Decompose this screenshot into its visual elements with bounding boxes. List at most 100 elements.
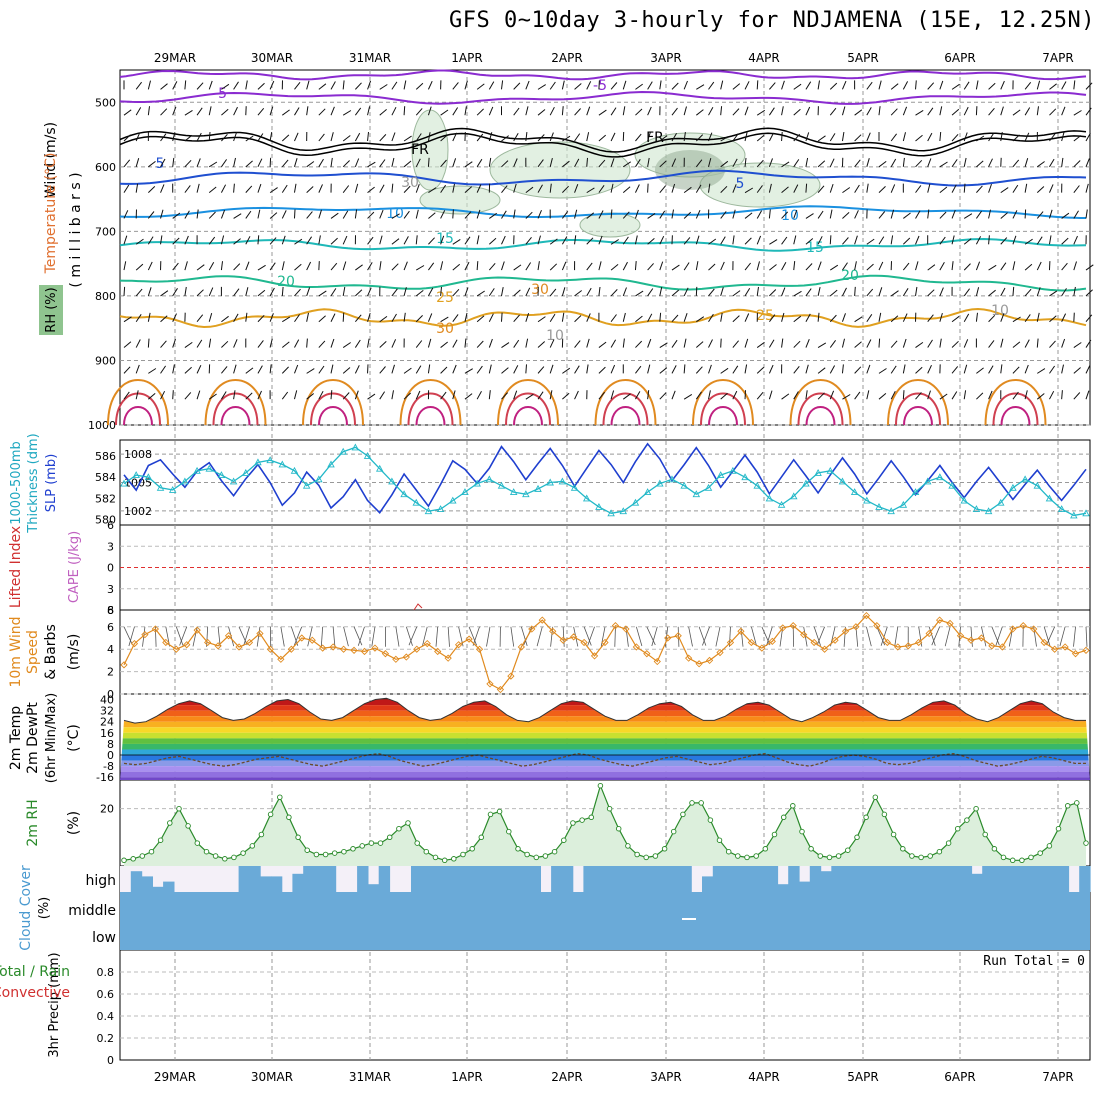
rh2m-marker (533, 854, 540, 861)
wind-barb (282, 109, 290, 116)
wind-barb (671, 158, 677, 168)
wind-barb (751, 626, 757, 647)
isotherm-loop (318, 406, 348, 426)
wind-barb (354, 209, 358, 219)
wind-barb (427, 287, 434, 297)
contour-label: 10 (991, 303, 1009, 319)
wind-barb (583, 626, 592, 646)
wind-barb (927, 183, 931, 193)
wind-barb (1085, 314, 1093, 323)
wind-barb (1061, 106, 1066, 116)
rh2m-marker (854, 834, 860, 841)
wind-barb (281, 184, 288, 193)
cloud-cover-label: Cloud Cover (18, 865, 34, 951)
wind-barb (294, 339, 300, 348)
wind-barb (695, 366, 703, 374)
wind-barb (468, 626, 477, 646)
wind-barb (196, 390, 201, 400)
wind10-marker (841, 627, 850, 635)
rh2m-marker (725, 848, 732, 855)
rh-ytick: 20 (100, 803, 114, 816)
rh2m-marker (267, 811, 274, 818)
wind-barb (842, 237, 849, 245)
wind-barb (440, 159, 447, 168)
wind-barb (330, 262, 338, 271)
wind-barb (501, 287, 504, 297)
thickness-marker (509, 488, 518, 496)
wind10-marker (183, 641, 191, 649)
wind-barb (147, 211, 155, 219)
wind-barb (172, 313, 177, 322)
wind-barb (781, 131, 783, 142)
wind-barb (123, 184, 130, 193)
wind-barb (342, 110, 352, 116)
upper-ytick: 900 (95, 354, 116, 367)
wind-barb (768, 390, 773, 400)
thickness-marker (704, 483, 713, 491)
wind-barb (744, 212, 753, 219)
temp-band (120, 755, 1090, 761)
wind-barb (464, 186, 473, 194)
wind-barb (841, 364, 844, 374)
cloud-high-cell (777, 884, 789, 892)
isotherm-loop (805, 406, 836, 426)
wind-barb (756, 366, 765, 374)
rh2m-marker (661, 846, 668, 852)
wind-barb (343, 626, 349, 647)
wind10-marker (883, 638, 891, 647)
wind-barb (257, 390, 262, 400)
cloud-high-cell (249, 866, 261, 892)
wind-barb (803, 626, 808, 647)
wind-barb (931, 626, 940, 646)
rh2m-marker (487, 811, 494, 818)
wind-barb (970, 626, 973, 647)
wind-barb (939, 211, 947, 219)
wind-barb (683, 262, 690, 271)
thickness-marker (1082, 509, 1090, 517)
rh2m-marker (606, 805, 613, 812)
wind-barb (756, 341, 765, 348)
rh2m-marker (964, 817, 970, 823)
rh2m-marker (167, 820, 173, 826)
temp-ytick: 32 (100, 705, 114, 718)
wind-barb (830, 264, 839, 271)
cloud-high-cell (529, 866, 541, 892)
wind-barb (634, 261, 637, 271)
wind-barb (927, 339, 933, 348)
wind-barb (135, 107, 142, 116)
wind10-marker (590, 652, 599, 660)
cloud-high-cell (702, 876, 714, 892)
rh2m-marker (835, 853, 842, 859)
wind-barb (318, 184, 323, 193)
wind-barb (671, 183, 676, 193)
cloud-high-cell (497, 866, 509, 892)
wind-barb (880, 626, 888, 646)
date-label-top: 4APR (748, 51, 779, 65)
wind-barb (586, 237, 594, 245)
thickness-marker (497, 481, 506, 489)
wind-barb (371, 626, 376, 647)
cloud-high-cell (324, 866, 337, 892)
wind-barb (123, 391, 130, 400)
wind10-marker (538, 616, 546, 624)
wind-barb (587, 626, 595, 646)
wind-barb (951, 184, 957, 193)
wind-barb (635, 108, 643, 116)
wind-barb (1049, 133, 1056, 142)
wind-barb (927, 264, 936, 271)
wind-barb (671, 82, 679, 90)
wind-barb (1061, 262, 1068, 271)
wind-barb (1061, 81, 1067, 90)
wind-barb (793, 290, 802, 297)
cloud-high-cell (561, 866, 574, 892)
wind-barb (561, 261, 567, 271)
wind10-marker (381, 650, 390, 658)
wind-barb (452, 288, 460, 297)
wind-barb (1061, 212, 1070, 219)
wind10-marker (998, 643, 1006, 651)
wind-barb (233, 183, 235, 193)
rh2m-marker (350, 846, 356, 852)
wind-barb (866, 238, 875, 245)
wind-barb (269, 287, 275, 297)
wind-barb (1061, 313, 1067, 322)
